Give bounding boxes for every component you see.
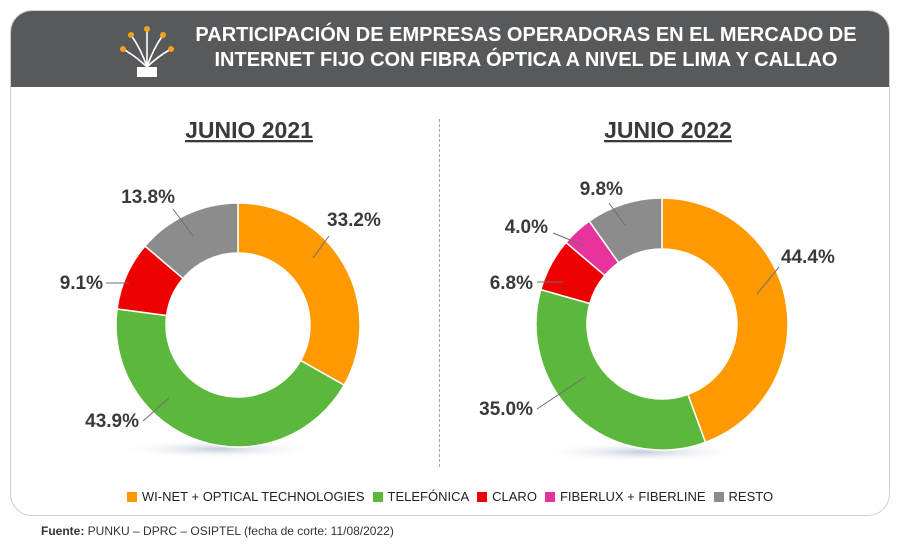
data-label-telefonica: 43.9% bbox=[85, 411, 139, 432]
panel-title: JUNIO 2022 bbox=[604, 117, 732, 143]
chart-card: PARTICIPACIÓN DE EMPRESAS OPERADORAS EN … bbox=[10, 10, 890, 516]
legend-item-telefonica: TELEFÓNICA bbox=[372, 489, 470, 504]
leader-line bbox=[552, 232, 586, 247]
legend-swatch bbox=[713, 492, 724, 502]
data-label-telefonica: 35.0% bbox=[479, 399, 533, 420]
panel-title: JUNIO 2021 bbox=[185, 117, 313, 143]
leader-line bbox=[756, 266, 780, 295]
chart-title: PARTICIPACIÓN DE EMPRESAS OPERADORAS EN … bbox=[195, 24, 857, 71]
legend-swatch bbox=[126, 492, 137, 502]
donut-chart-1: JUNIO 2021 33.2% 43.9% 9.1% 13.8% bbox=[60, 117, 381, 459]
fiber-optic-icon bbox=[120, 26, 174, 77]
donut-shadow bbox=[114, 439, 322, 459]
donut-charts: JUNIO 2021 33.2% 43.9% 9.1% 13.8% JUNIO 2022 4… bbox=[60, 117, 835, 462]
donut-chart-2: JUNIO 2022 44.4% 35.0% 6.8% 4.0% 9.8% bbox=[479, 117, 835, 462]
legend-swatch bbox=[372, 492, 383, 502]
data-label-resto: 13.8% bbox=[121, 187, 175, 208]
slice-wi-net-optical-technologies bbox=[661, 197, 789, 444]
data-label-claro: 6.8% bbox=[490, 273, 533, 294]
data-label-resto: 9.8% bbox=[580, 179, 623, 200]
legend: WI-NET + OPTICAL TECHNOLOGIES TELEFÓNICA C… bbox=[11, 489, 889, 504]
slice-telefonica bbox=[535, 288, 707, 451]
legend-item-resto: RESTO bbox=[713, 489, 774, 504]
data-label-wi-net-optical-technologies: 33.2% bbox=[327, 210, 381, 231]
slice-wi-net-optical-technologies bbox=[237, 202, 361, 387]
legend-item-wi-net-optical-technologies: WI-NET + OPTICAL TECHNOLOGIES bbox=[126, 489, 365, 504]
header-bar: PARTICIPACIÓN DE EMPRESAS OPERADORAS EN … bbox=[11, 11, 889, 87]
leader-line bbox=[172, 208, 194, 237]
slice-resto bbox=[588, 197, 663, 264]
data-label-wi-net-optical-technologies: 44.4% bbox=[781, 247, 835, 268]
legend-label: CLARO bbox=[492, 489, 537, 504]
legend-swatch bbox=[477, 492, 488, 502]
legend-label: FIBERLUX + FIBERLINE bbox=[559, 489, 706, 504]
panel-divider bbox=[439, 119, 440, 467]
leader-line bbox=[608, 202, 626, 226]
legend-item-claro: CLARO bbox=[477, 489, 537, 504]
legend-label: RESTO bbox=[728, 489, 774, 504]
leader-line bbox=[536, 376, 586, 410]
legend-item-fiberlux-fiberline: FIBERLUX + FIBERLINE bbox=[544, 489, 706, 504]
slice-resto bbox=[143, 202, 239, 280]
legend-label: WI-NET + OPTICAL TECHNOLOGIES bbox=[141, 489, 365, 504]
legend-swatch bbox=[544, 492, 555, 502]
data-label-fiberlux-fiberline: 4.0% bbox=[505, 217, 548, 238]
donut-shadow bbox=[534, 442, 750, 462]
legend-label: TELEFÓNICA bbox=[387, 489, 470, 504]
source-note: Fuente: PUNKU – DPRC – OSIPTEL (fecha de… bbox=[41, 524, 394, 538]
data-label-claro: 9.1% bbox=[60, 273, 103, 294]
slice-telefonica bbox=[115, 308, 346, 448]
leader-line bbox=[142, 397, 170, 422]
leader-line bbox=[312, 235, 330, 259]
